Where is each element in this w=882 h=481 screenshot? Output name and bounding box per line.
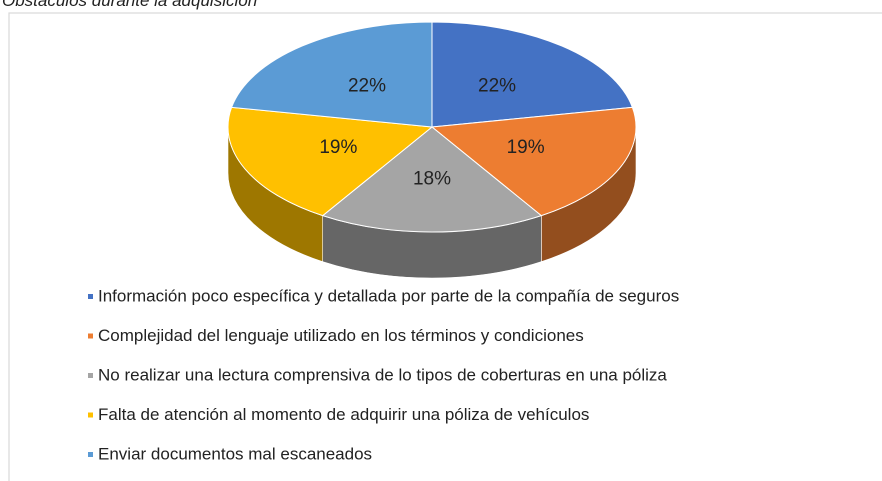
legend: Información poco específica y detallada … xyxy=(88,286,679,463)
legend-label: Falta de atención al momento de adquirir… xyxy=(98,405,589,424)
legend-swatch xyxy=(88,294,93,299)
data-label: 22% xyxy=(478,76,516,97)
pie: 22% 19% 18% 19% 22% xyxy=(227,21,637,279)
legend-label: Información poco específica y detallada … xyxy=(98,286,679,305)
slice xyxy=(230,21,433,128)
slice xyxy=(227,106,434,217)
slice xyxy=(430,106,637,217)
data-label: 22% xyxy=(348,76,386,97)
legend-swatch xyxy=(88,373,93,378)
chart-border xyxy=(8,12,882,481)
slice xyxy=(431,21,634,128)
legend-label: Complejidad del lenguaje utilizado en lo… xyxy=(98,326,584,345)
slice xyxy=(321,126,543,233)
legend-swatch xyxy=(88,452,93,457)
legend-label: Enviar documentos mal escaneados xyxy=(98,444,372,463)
data-label: 19% xyxy=(507,137,545,158)
legend-swatch xyxy=(88,333,93,339)
data-label: 18% xyxy=(413,169,451,190)
chart-title: Obstáculos durante la adquisición xyxy=(2,0,257,10)
data-label: 19% xyxy=(319,137,357,158)
legend-swatch xyxy=(88,412,93,418)
legend-label: No realizar una lectura comprensiva de l… xyxy=(98,365,667,384)
